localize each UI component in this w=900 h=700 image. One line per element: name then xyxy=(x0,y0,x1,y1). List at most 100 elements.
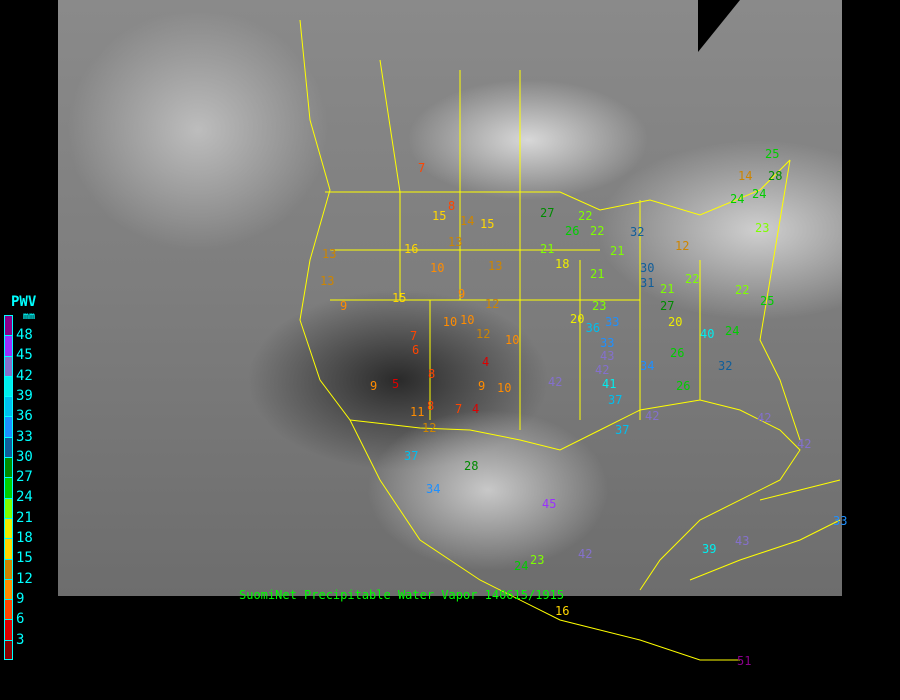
legend-swatch xyxy=(4,416,13,437)
legend-tick-label: 27 xyxy=(16,469,33,486)
pwv-station-value: 13 xyxy=(322,247,337,261)
pwv-station-value: 10 xyxy=(430,261,445,275)
pwv-station-value: 12 xyxy=(476,327,491,341)
pwv-station-value: 22 xyxy=(735,283,750,297)
pwv-station-value: 18 xyxy=(555,257,570,271)
pwv-station-value: 27 xyxy=(660,299,675,313)
image-caption: SuomiNet Precipitable Water Vapor 140615… xyxy=(239,588,565,602)
legend-swatch xyxy=(4,457,13,478)
pwv-station-value: 14 xyxy=(460,214,475,228)
pwv-station-value: 23 xyxy=(755,221,770,235)
pwv-station-value: 37 xyxy=(404,449,419,463)
legend-swatch xyxy=(4,477,13,498)
pwv-station-value: 21 xyxy=(610,244,625,258)
color-scale-bar xyxy=(4,315,13,661)
pwv-station-value: 12 xyxy=(485,297,500,311)
pwv-station-value: 12 xyxy=(675,239,690,253)
us-mexico-border xyxy=(349,419,601,451)
legend-swatch xyxy=(4,619,13,640)
legend-tick-label: 30 xyxy=(16,448,33,465)
pwv-station-value: 51 xyxy=(737,654,752,668)
caribbean-coast xyxy=(689,479,841,581)
pwv-station-value: 15 xyxy=(480,217,495,231)
legend-tick-label: 6 xyxy=(16,611,25,628)
pwv-station-value: 20 xyxy=(668,315,683,329)
legend-unit: mm xyxy=(23,311,36,322)
pwv-station-value: 8 xyxy=(427,399,435,413)
legend-swatch xyxy=(4,558,13,579)
west-coast xyxy=(299,19,740,661)
pwv-station-value: 45 xyxy=(542,497,557,511)
pwv-station-value: 22 xyxy=(578,209,593,223)
legend-swatch xyxy=(4,355,13,376)
east-coast xyxy=(759,159,801,441)
pwv-station-value: 42 xyxy=(548,375,563,389)
pwv-station-value: 33 xyxy=(600,336,615,350)
legend-tick-label: 21 xyxy=(16,509,33,526)
pwv-station-value: 24 xyxy=(730,192,745,206)
legend-tick-label: 42 xyxy=(16,367,33,384)
pwv-station-value: 26 xyxy=(670,346,685,360)
pwv-station-value: 28 xyxy=(464,459,479,473)
legend-tick-label: 39 xyxy=(16,387,33,404)
pwv-station-value: 22 xyxy=(590,224,605,238)
pwv-station-value: 42 xyxy=(595,363,610,377)
pwv-station-value: 9 xyxy=(458,287,466,301)
pwv-station-value: 42 xyxy=(645,409,660,423)
legend-tick-label: 18 xyxy=(16,530,33,546)
pwv-station-value: 27 xyxy=(540,206,555,220)
pwv-station-value: 10 xyxy=(505,333,520,347)
pwv-station-value: 37 xyxy=(608,393,623,407)
legend-swatch xyxy=(4,436,13,458)
legend-swatch xyxy=(4,335,13,356)
no-data-region xyxy=(698,0,740,52)
pwv-station-value: 42 xyxy=(757,411,772,425)
legend-swatch xyxy=(4,639,13,661)
satellite-map xyxy=(58,0,842,596)
pwv-station-value: 23 xyxy=(592,299,607,313)
legend-swatch xyxy=(4,315,13,336)
pwv-station-value: 24 xyxy=(752,187,767,201)
legend-tick-label: 12 xyxy=(16,570,33,587)
pwv-station-value: 10 xyxy=(460,313,475,327)
pwv-station-value: 32 xyxy=(718,359,733,373)
pwv-station-value: 40 xyxy=(700,327,715,341)
pwv-station-value: 28 xyxy=(768,169,783,183)
legend-tick-label: 3 xyxy=(16,631,25,648)
legend-swatch xyxy=(4,497,13,518)
pwv-station-value: 24 xyxy=(725,324,740,338)
pwv-station-value: 11 xyxy=(410,405,425,419)
pwv-station-value: 21 xyxy=(660,282,675,296)
pwv-station-value: 4 xyxy=(472,402,480,416)
pwv-station-value: 23 xyxy=(530,553,545,567)
pwv-station-value: 9 xyxy=(340,299,348,313)
pwv-station-value: 24 xyxy=(514,559,529,573)
legend-tick-label: 36 xyxy=(16,408,33,425)
pwv-station-value: 26 xyxy=(565,224,580,238)
pwv-station-value: 15 xyxy=(392,291,407,305)
pwv-station-value: 21 xyxy=(590,267,605,281)
pwv-station-value: 43 xyxy=(600,349,615,363)
pwv-station-value: 26 xyxy=(676,379,691,393)
state-lines xyxy=(330,59,701,430)
legend-tick-label: 9 xyxy=(16,590,25,607)
pwv-station-value: 42 xyxy=(797,437,812,451)
legend-title: PWV xyxy=(11,294,37,310)
pwv-station-value: 33 xyxy=(605,315,620,329)
pwv-station-value: 13 xyxy=(488,259,503,273)
pwv-station-value: 32 xyxy=(630,225,645,239)
legend-swatch xyxy=(4,599,13,620)
legend-tick-label: 24 xyxy=(16,489,33,506)
pwv-station-value: 4 xyxy=(482,355,490,369)
pwv-station-value: 43 xyxy=(735,534,750,548)
pwv-station-value: 14 xyxy=(738,169,753,183)
pwv-station-value: 25 xyxy=(765,147,780,161)
pwv-station-value: 42 xyxy=(578,547,593,561)
pwv-station-value: 39 xyxy=(702,542,717,556)
legend-tick-label: 33 xyxy=(16,428,33,445)
pwv-station-value: 10 xyxy=(497,381,512,395)
pwv-station-value: 33 xyxy=(833,514,848,528)
gulf-coast xyxy=(599,399,801,591)
pwv-station-value: 8 xyxy=(448,199,456,213)
